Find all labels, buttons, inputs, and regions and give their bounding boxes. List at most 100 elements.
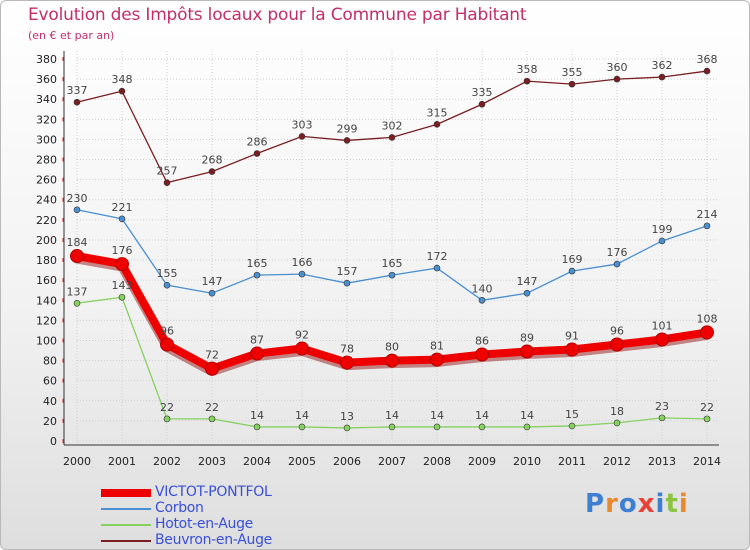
point-corbon [523, 289, 531, 297]
y-tick-label: 0 [50, 435, 57, 448]
point-corbon [73, 206, 81, 214]
point-corbon [163, 281, 171, 289]
x-tick-label: 2004 [243, 455, 271, 468]
chart-subtitle: (en € et par an) [28, 29, 115, 42]
point-victot-pontfol [340, 355, 354, 370]
data-label-corbon: 140 [472, 282, 493, 295]
point-hotot-en-auge [118, 293, 126, 301]
point-victot-pontfol [655, 332, 669, 347]
data-label-victot-pontfol: 86 [475, 335, 489, 348]
x-tick-label: 2011 [558, 455, 586, 468]
data-label-corbon: 172 [427, 250, 448, 263]
point-beuvron-en-auge [523, 77, 531, 85]
point-beuvron-en-auge [298, 133, 306, 140]
y-tick-label: 240 [36, 194, 57, 207]
data-label-corbon: 155 [157, 267, 178, 280]
logo-letter: i [678, 489, 689, 519]
point-beuvron-en-auge [388, 134, 396, 141]
data-label-hotot-en-auge: 22 [160, 401, 174, 414]
point-victot-pontfol [565, 342, 579, 357]
y-tick-label: 320 [36, 113, 57, 126]
legend-swatch [101, 489, 151, 497]
point-beuvron-en-auge [433, 121, 441, 128]
point-hotot-en-auge [703, 415, 711, 423]
data-label-victot-pontfol: 72 [205, 349, 219, 362]
data-label-corbon: 147 [202, 275, 223, 288]
data-label-corbon: 147 [517, 275, 538, 288]
point-victot-pontfol [475, 347, 489, 362]
point-hotot-en-auge [433, 423, 441, 431]
logo-letter: o [618, 489, 638, 519]
point-hotot-en-auge [208, 415, 216, 423]
x-tick-label: 2007 [378, 455, 406, 468]
point-beuvron-en-auge [73, 98, 81, 106]
point-beuvron-en-auge [208, 168, 216, 175]
point-victot-pontfol [430, 352, 444, 367]
point-corbon [253, 271, 261, 279]
logo-letter: t [665, 489, 679, 519]
point-hotot-en-auge [343, 424, 351, 432]
legend-swatch [101, 508, 151, 510]
data-label-hotot-en-auge: 23 [655, 400, 669, 413]
point-hotot-en-auge [613, 419, 621, 427]
y-tick-label: 220 [36, 214, 57, 227]
logo-letter: P [585, 489, 606, 519]
data-label-beuvron-en-auge: 360 [607, 61, 628, 74]
point-corbon [208, 289, 216, 297]
data-label-hotot-en-auge: 14 [385, 409, 399, 422]
point-corbon [613, 260, 621, 268]
data-label-beuvron-en-auge: 303 [292, 118, 313, 131]
point-corbon [388, 271, 396, 279]
data-label-hotot-en-auge: 14 [295, 409, 309, 422]
data-label-victot-pontfol: 87 [250, 334, 264, 347]
point-victot-pontfol [160, 337, 174, 352]
data-label-hotot-en-auge: 15 [565, 408, 579, 421]
point-hotot-en-auge [658, 414, 666, 422]
x-tick-label: 2006 [333, 455, 361, 468]
legend-label: Corbon [155, 500, 204, 516]
proxiti-logo: Proxiti [585, 489, 689, 519]
y-tick-label: 300 [36, 133, 57, 146]
data-label-hotot-en-auge: 14 [250, 409, 264, 422]
data-label-corbon: 157 [337, 265, 358, 278]
y-tick-label: 140 [36, 294, 57, 307]
data-label-corbon: 166 [292, 256, 313, 269]
x-tick-label: 2008 [423, 455, 451, 468]
x-tick-label: 2001 [108, 455, 136, 468]
data-label-beuvron-en-auge: 286 [247, 135, 268, 148]
point-victot-pontfol [70, 249, 84, 264]
y-tick-label: 180 [36, 254, 57, 267]
data-label-corbon: 230 [67, 192, 88, 205]
data-label-beuvron-en-auge: 358 [517, 63, 538, 76]
data-label-hotot-en-auge: 137 [67, 285, 88, 298]
data-label-beuvron-en-auge: 337 [67, 84, 88, 97]
point-beuvron-en-auge [343, 137, 351, 144]
data-label-hotot-en-auge: 14 [430, 409, 444, 422]
data-label-victot-pontfol: 80 [385, 341, 399, 354]
point-beuvron-en-auge [118, 87, 126, 95]
data-label-beuvron-en-auge: 268 [202, 154, 223, 167]
y-tick-label: 20 [43, 415, 57, 428]
point-victot-pontfol [385, 353, 399, 368]
data-label-hotot-en-auge: 14 [475, 409, 489, 422]
x-tick-label: 2013 [648, 455, 676, 468]
y-tick-label: 280 [36, 154, 57, 167]
series-layer [70, 67, 714, 432]
point-hotot-en-auge [478, 423, 486, 431]
point-corbon [433, 264, 441, 272]
data-label-victot-pontfol: 89 [520, 332, 534, 345]
point-hotot-en-auge [73, 299, 81, 307]
point-beuvron-en-auge [703, 67, 711, 75]
data-label-victot-pontfol: 92 [295, 329, 309, 342]
data-label-beuvron-en-auge: 302 [382, 119, 403, 132]
y-tick-label: 160 [36, 274, 57, 287]
data-label-victot-pontfol: 101 [652, 319, 673, 332]
y-tick-label: 80 [43, 355, 57, 368]
legend-label: Hotot-en-Auge [155, 516, 253, 532]
data-labels: 230 221 155 147 165 166 157 165 172 140 147 169 176 1… [67, 53, 718, 423]
point-victot-pontfol [295, 341, 309, 356]
logo-letter: i [655, 489, 666, 519]
data-label-corbon: 214 [697, 208, 718, 221]
data-label-victot-pontfol: 96 [610, 324, 624, 337]
